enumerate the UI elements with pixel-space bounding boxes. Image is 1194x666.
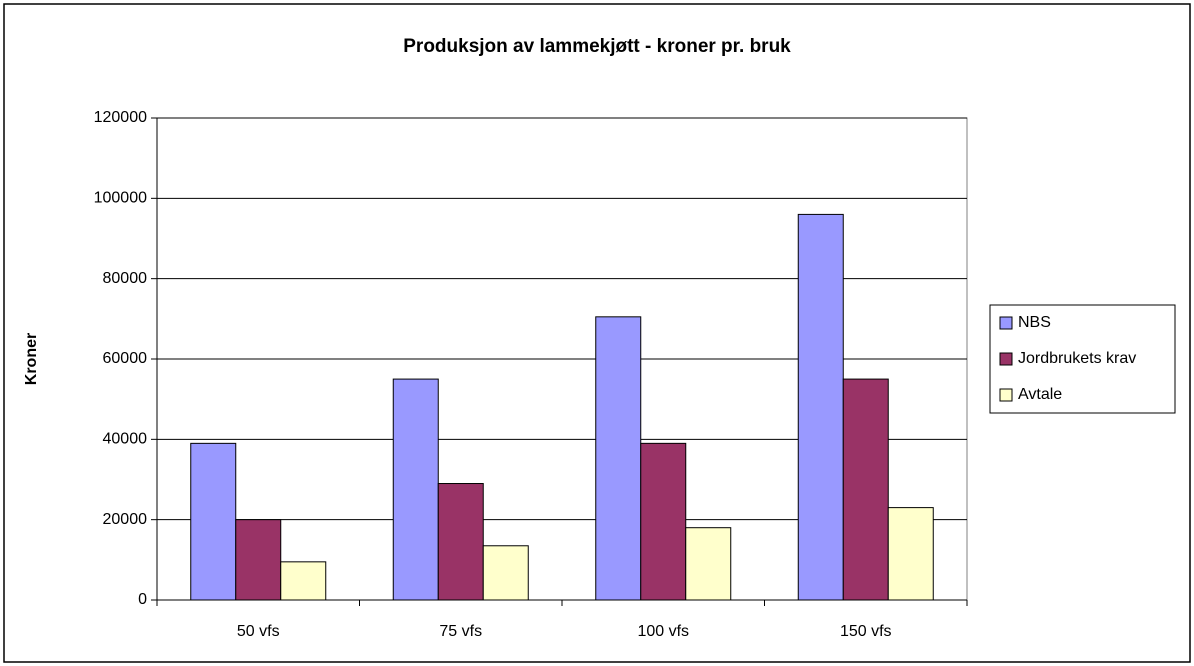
y-axis-label: Kroner bbox=[23, 333, 40, 385]
bar bbox=[595, 316, 642, 601]
y-tick-label: 20000 bbox=[103, 511, 148, 528]
legend-swatch bbox=[999, 388, 1013, 402]
x-tick-label: 50 vfs bbox=[237, 623, 280, 640]
bar bbox=[437, 483, 484, 601]
bar bbox=[482, 545, 529, 601]
y-tick-label: 0 bbox=[138, 591, 147, 608]
y-tick-label: 120000 bbox=[94, 109, 147, 126]
bar bbox=[235, 519, 282, 601]
y-tick-label: 80000 bbox=[103, 270, 148, 287]
bar bbox=[685, 527, 732, 601]
y-tick-label: 40000 bbox=[103, 431, 148, 448]
bar bbox=[640, 442, 687, 601]
legend-swatch bbox=[999, 352, 1013, 366]
bar bbox=[280, 561, 327, 601]
bar bbox=[392, 378, 439, 601]
bar bbox=[842, 378, 889, 601]
y-tick-label: 100000 bbox=[94, 190, 147, 207]
y-tick-label: 60000 bbox=[103, 350, 148, 367]
legend-swatch bbox=[999, 316, 1013, 330]
bar bbox=[887, 507, 934, 601]
legend-label: Avtale bbox=[1018, 386, 1062, 403]
legend-label: Jordbrukets krav bbox=[1018, 350, 1136, 367]
x-tick-label: 75 vfs bbox=[439, 623, 482, 640]
legend-label: NBS bbox=[1018, 314, 1051, 331]
legend-box bbox=[989, 304, 1176, 414]
chart-title: Produksjon av lammekjøtt - kroner pr. br… bbox=[403, 36, 791, 57]
bar bbox=[797, 213, 844, 601]
bar bbox=[190, 442, 237, 601]
x-tick-label: 150 vfs bbox=[840, 623, 892, 640]
x-tick-label: 100 vfs bbox=[637, 623, 689, 640]
